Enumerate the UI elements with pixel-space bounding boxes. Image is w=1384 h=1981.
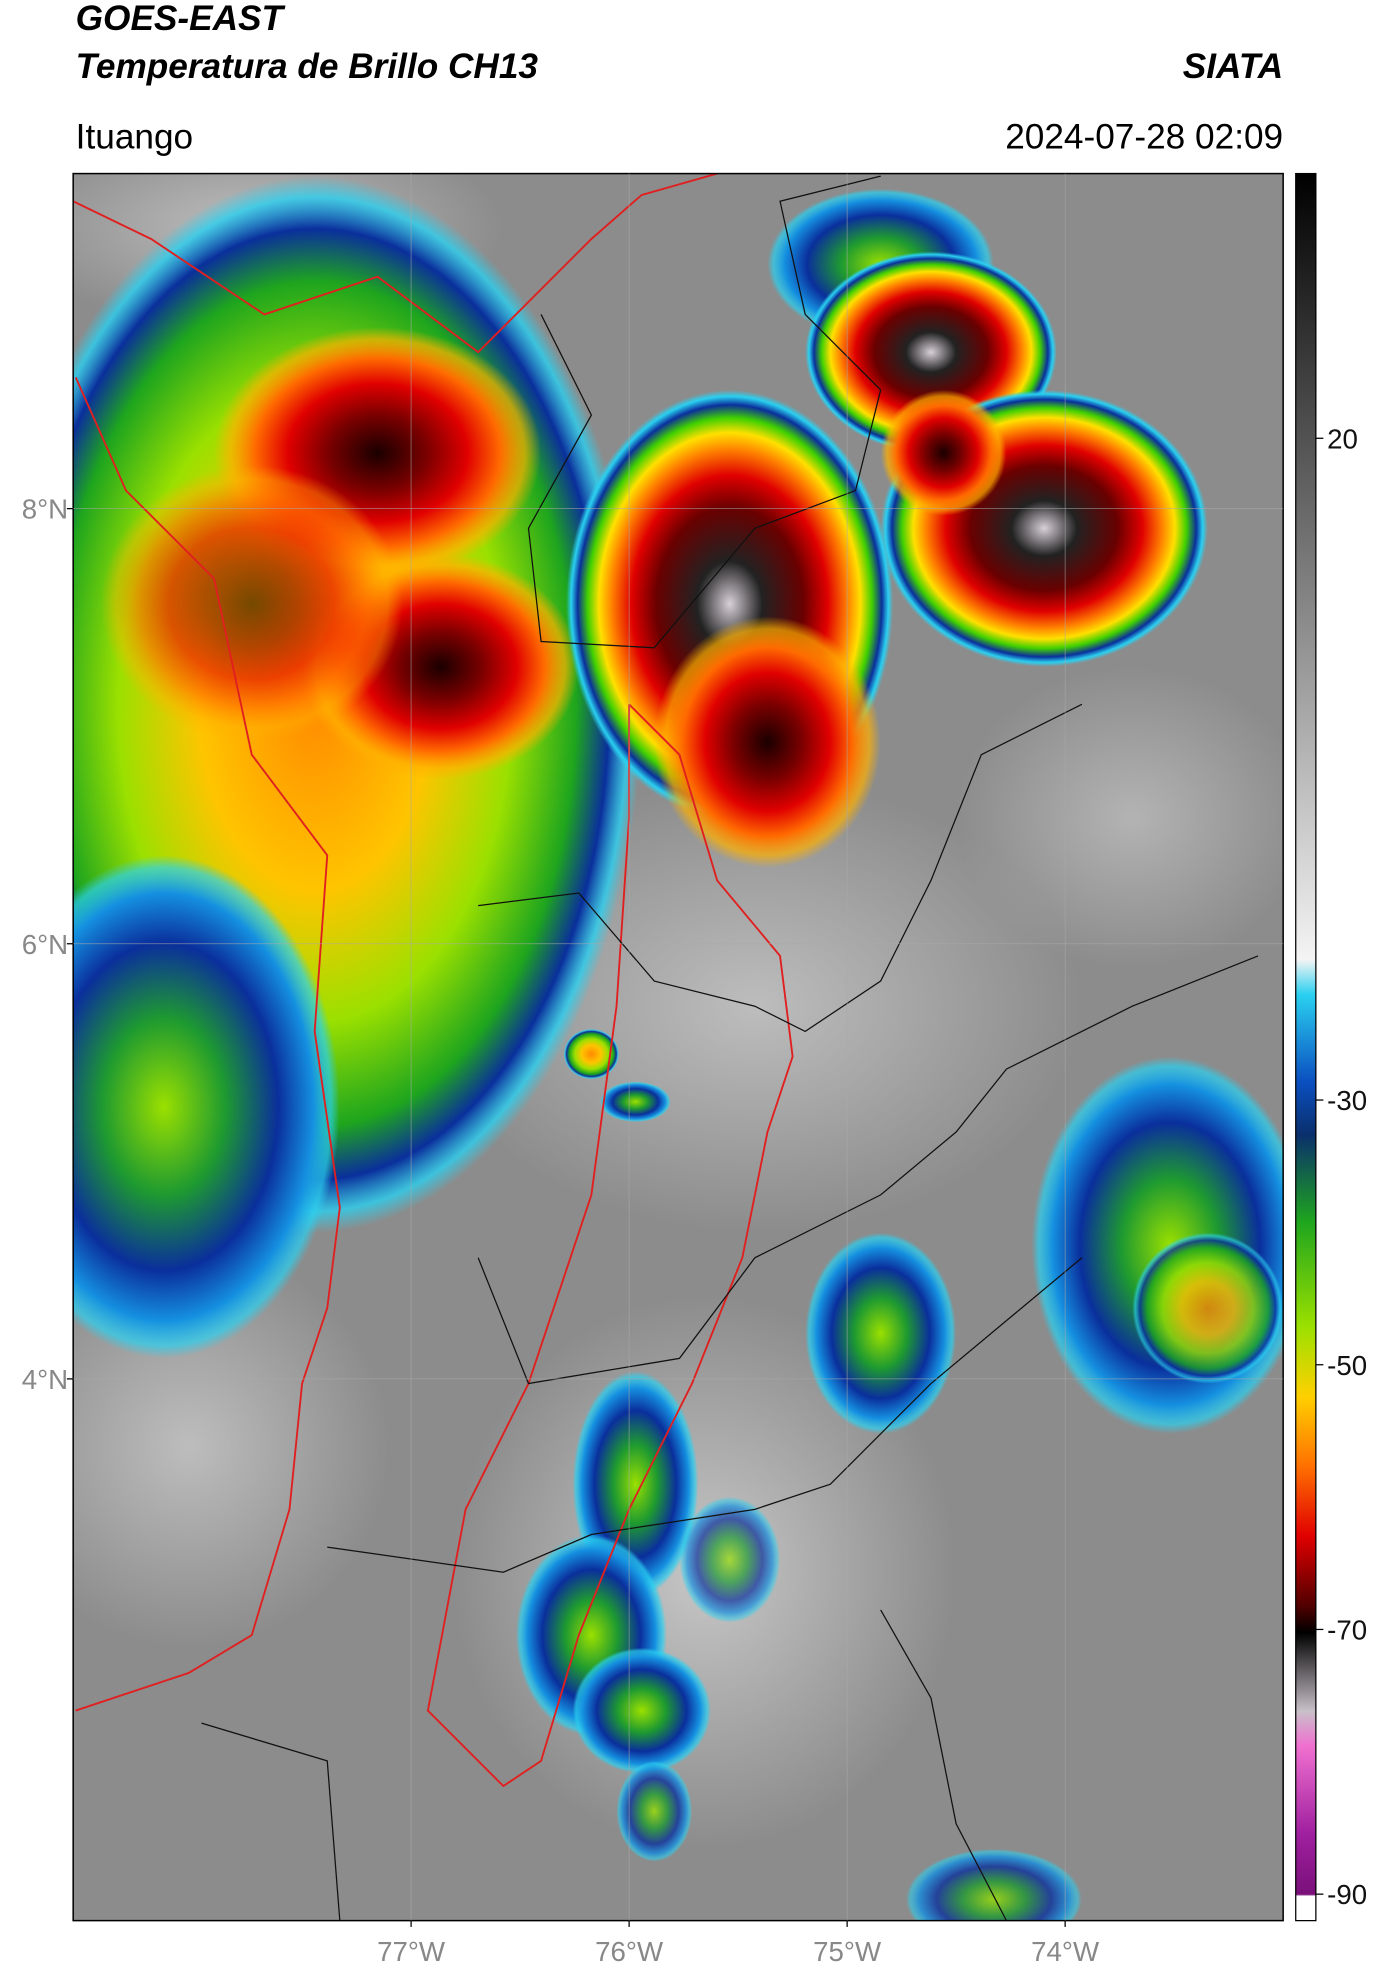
source: SIATA — [1183, 47, 1283, 86]
map-frame — [72, 172, 1284, 1922]
colorbar-tick-label: -30 — [1327, 1085, 1367, 1116]
y-tick-label: 6°N — [22, 929, 68, 960]
y-tick-label: 4°N — [22, 1364, 68, 1395]
colorbar-tick-label: -90 — [1327, 1879, 1367, 1910]
colorbar — [1295, 172, 1317, 1922]
location: Ituango — [76, 117, 193, 156]
colorbar-tick-label: -70 — [1327, 1615, 1367, 1646]
subtitle: Temperatura de Brillo CH13 — [76, 47, 539, 86]
title: GOES-EAST — [76, 0, 286, 38]
y-tick-label: 8°N — [22, 494, 68, 525]
datetime: 2024-07-28 02:09 — [1005, 117, 1283, 156]
x-tick-label: 76°W — [595, 1936, 664, 1967]
x-tick-label: 75°W — [813, 1936, 882, 1967]
colorbar-tick-label: -50 — [1327, 1350, 1367, 1381]
x-tick-label: 74°W — [1031, 1936, 1100, 1967]
x-tick-label: 77°W — [377, 1936, 446, 1967]
colorbar-tick-label: 20 — [1327, 423, 1358, 454]
satellite-image — [73, 173, 1284, 1921]
